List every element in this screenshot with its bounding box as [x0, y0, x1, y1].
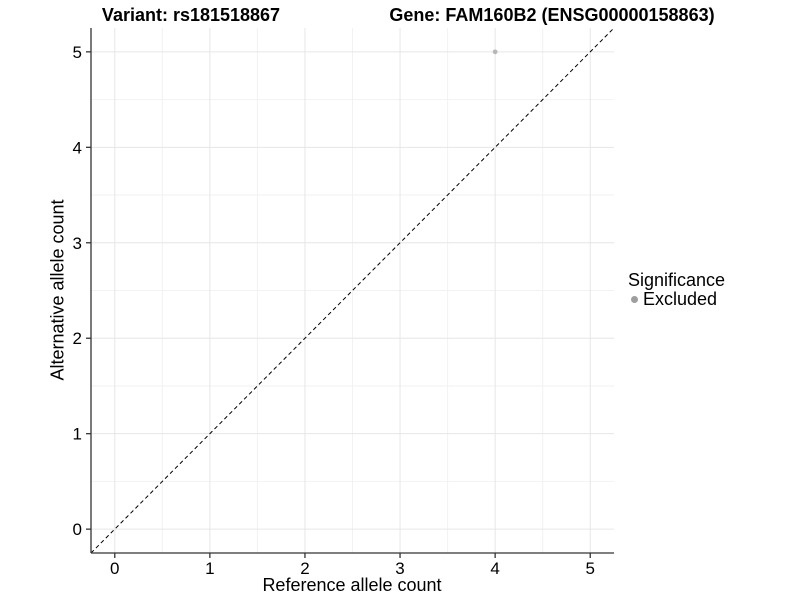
x-tick-label: 0 [110, 559, 119, 578]
x-axis-title: Reference allele count [262, 575, 442, 595]
x-tick-label: 3 [395, 559, 404, 578]
y-tick-label: 3 [73, 234, 82, 253]
variant-title: Variant: rs181518867 [101, 5, 281, 25]
x-tick-label: 1 [205, 559, 214, 578]
y-tick-label: 1 [73, 425, 82, 444]
legend-title: Significance [628, 270, 726, 290]
y-axis-title: Alternative allele count [47, 199, 68, 381]
legend: Significance Excluded [628, 271, 725, 309]
excluded-point-icon [631, 296, 638, 303]
y-tick-label: 0 [73, 520, 82, 539]
y-tick-label: 4 [73, 138, 82, 157]
legend-item-excluded: Excluded [628, 290, 725, 309]
x-tick-label: 4 [490, 559, 499, 578]
y-tick-label: 2 [73, 329, 82, 348]
x-tick-label: 5 [585, 559, 594, 578]
y-tick-label: 5 [73, 43, 82, 62]
identity-line [90, 27, 615, 554]
x-tick-label: 2 [300, 559, 309, 578]
legend-item-label: Excluded [643, 289, 718, 309]
gene-title: Gene: FAM160B2 (ENSG00000158863) [389, 5, 715, 25]
data-point [492, 49, 498, 55]
